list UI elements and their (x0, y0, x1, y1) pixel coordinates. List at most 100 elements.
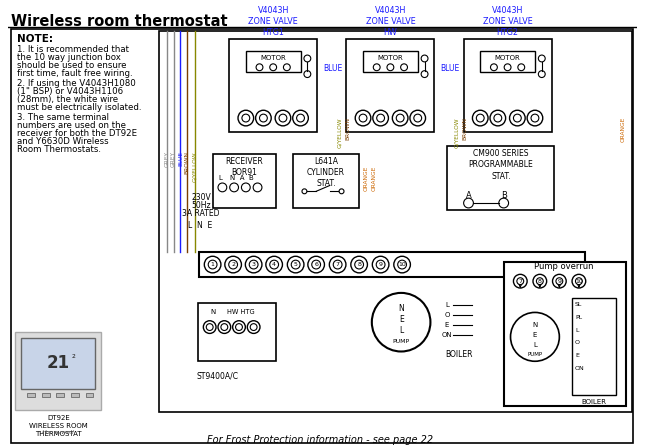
Text: L: L (219, 175, 223, 181)
Text: 10: 10 (575, 278, 583, 284)
Bar (464, 39, 551, 132)
Circle shape (283, 64, 290, 71)
Circle shape (204, 256, 221, 273)
Text: N  A  B: N A B (230, 175, 254, 181)
Circle shape (312, 260, 321, 269)
Circle shape (392, 110, 408, 126)
Circle shape (539, 71, 545, 77)
Text: 1: 1 (211, 262, 215, 267)
Bar (293, 154, 359, 208)
Text: NOTE:: NOTE: (17, 34, 54, 44)
Circle shape (203, 321, 216, 333)
Bar (56, 392, 64, 397)
Circle shape (197, 228, 205, 236)
Circle shape (266, 256, 283, 273)
Circle shape (355, 110, 371, 126)
Text: G/YELLOW: G/YELLOW (454, 117, 459, 148)
Text: 5: 5 (293, 262, 297, 267)
Text: HW HTG: HW HTG (227, 309, 255, 316)
Text: PUMP: PUMP (393, 339, 410, 344)
Text: 230V: 230V (191, 193, 211, 202)
Circle shape (206, 324, 213, 330)
Circle shape (270, 64, 277, 71)
Text: 8: 8 (538, 278, 542, 284)
Bar (198, 303, 276, 361)
Text: ²: ² (72, 354, 76, 364)
Bar (27, 392, 35, 397)
Text: 8: 8 (357, 262, 361, 267)
Text: must be electrically isolated.: must be electrically isolated. (17, 103, 142, 112)
Text: N: N (210, 309, 215, 316)
Circle shape (208, 260, 217, 269)
Circle shape (249, 260, 258, 269)
Circle shape (410, 110, 426, 126)
Text: B: B (501, 191, 506, 200)
Circle shape (396, 114, 404, 122)
Bar (199, 252, 585, 277)
Text: receiver for both the DT92E: receiver for both the DT92E (17, 129, 137, 138)
Circle shape (572, 274, 586, 288)
Circle shape (398, 260, 406, 269)
Text: and Y6630D Wireless: and Y6630D Wireless (17, 137, 109, 146)
Text: L: L (533, 342, 537, 348)
Text: the 10 way junction box: the 10 way junction box (17, 53, 121, 62)
Circle shape (229, 260, 237, 269)
Text: 7: 7 (519, 278, 522, 284)
Circle shape (387, 64, 394, 71)
Text: BLUE: BLUE (178, 151, 183, 166)
Text: ON: ON (442, 332, 452, 338)
Text: 50Hz: 50Hz (191, 201, 211, 210)
Circle shape (377, 114, 384, 122)
Text: (1" BSP) or V4043H1106: (1" BSP) or V4043H1106 (17, 87, 123, 96)
Circle shape (218, 321, 231, 333)
Circle shape (302, 189, 307, 194)
Text: E: E (533, 332, 537, 338)
Text: ON: ON (575, 366, 585, 371)
Text: PL: PL (575, 315, 582, 320)
Text: E: E (575, 353, 579, 358)
Circle shape (401, 64, 408, 71)
Circle shape (527, 110, 542, 126)
Circle shape (472, 110, 488, 126)
Circle shape (275, 110, 291, 126)
Bar (71, 392, 79, 397)
Text: ORANGE: ORANGE (620, 117, 626, 143)
Circle shape (297, 114, 304, 122)
Text: first time, fault free wiring.: first time, fault free wiring. (17, 69, 133, 78)
Text: BLUE: BLUE (440, 64, 459, 73)
Text: BOILER: BOILER (445, 350, 473, 358)
Text: BLUE: BLUE (323, 64, 342, 73)
Circle shape (494, 114, 502, 122)
Circle shape (414, 114, 422, 122)
Circle shape (247, 321, 260, 333)
Circle shape (292, 260, 300, 269)
Text: 2: 2 (231, 262, 235, 267)
Text: G/YELLOW: G/YELLOW (193, 151, 197, 182)
Bar (447, 146, 555, 210)
Circle shape (351, 256, 368, 273)
Circle shape (225, 256, 241, 273)
Circle shape (531, 114, 539, 122)
Text: PUMP: PUMP (528, 352, 542, 357)
Bar (246, 51, 301, 72)
Circle shape (207, 228, 215, 236)
Circle shape (504, 64, 511, 71)
Text: 3: 3 (252, 262, 255, 267)
Bar (186, 219, 219, 236)
Text: N: N (532, 322, 537, 328)
Circle shape (259, 114, 267, 122)
Text: (28mm), the white wire: (28mm), the white wire (17, 95, 119, 104)
Text: 10: 10 (398, 262, 406, 267)
Circle shape (359, 114, 367, 122)
Text: Room Thermostats.: Room Thermostats. (17, 145, 101, 154)
Circle shape (245, 256, 262, 273)
Circle shape (304, 55, 311, 62)
Circle shape (372, 293, 430, 351)
Text: G/YELLOW: G/YELLOW (337, 117, 342, 148)
Bar (213, 154, 276, 208)
Text: L641A
CYLINDER
STAT.: L641A CYLINDER STAT. (307, 157, 345, 188)
Bar (346, 39, 434, 132)
Text: O: O (575, 340, 580, 345)
Circle shape (517, 278, 524, 285)
Text: V4043H
ZONE VALVE
HW: V4043H ZONE VALVE HW (366, 6, 415, 37)
